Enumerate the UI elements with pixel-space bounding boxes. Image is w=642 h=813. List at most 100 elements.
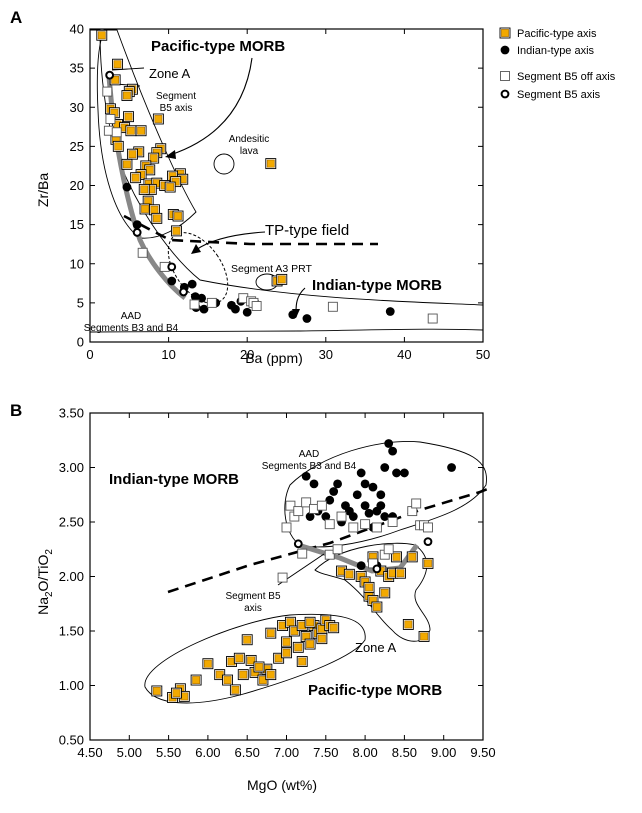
panel-b-point-indian-type-axis xyxy=(384,439,394,448)
panel-b-point-pacific-type-axis-fill xyxy=(345,570,354,579)
panel-a-point-pacific-type-axis-fill xyxy=(131,173,140,182)
panel-a-point-pacific-type-axis-fill xyxy=(150,205,159,214)
panel-a-point-pacific-type-axis-fill xyxy=(128,150,137,159)
panel-a-point-pacific-type-axis-fill xyxy=(123,160,131,169)
panel-b-xtick-label: 8.00 xyxy=(352,745,377,760)
panel-b-point-segment-b5-axis xyxy=(293,539,303,549)
panel-a-point-segment-b5-off-axis xyxy=(105,114,116,124)
panel-b-point-pacific-type-axis-fill xyxy=(408,552,417,561)
panel-b-point-pacific-type-axis-fill xyxy=(290,627,299,635)
panel-a-ytick-label: 35 xyxy=(70,61,84,76)
panel-b-ytick-label: 3.50 xyxy=(59,406,84,421)
panel-a-point-pacific-type-axis-fill xyxy=(97,31,106,40)
panel-a-point-pacific-type-axis-fill xyxy=(266,159,275,168)
panel-b-point-indian-type-axis xyxy=(333,479,342,489)
panel-b-point-indian-type-axis xyxy=(447,463,456,472)
panel-a-legend: Pacific-type axis Indian-type axis Segment… xyxy=(499,27,616,101)
legend-label-indian-type-axis: Indian-type axis xyxy=(517,45,595,57)
panel-b-points xyxy=(151,439,456,703)
panel-b-label: B xyxy=(10,401,22,420)
panel-b-point-pacific-type-axis-fill xyxy=(404,620,413,629)
panel-b-point-pacific-type-axis-fill xyxy=(365,583,373,592)
andesitic-label-line2: lava xyxy=(240,146,259,157)
panel-b-xtick-label: 5.50 xyxy=(156,745,181,760)
panel-a-point-pacific-type-axis-fill xyxy=(171,177,180,186)
panel-b-point-segment-b5-off-axis xyxy=(371,522,382,533)
panel-b-point-pacific-type-axis-fill xyxy=(424,559,432,568)
panel-b-point-pacific-type-axis-fill xyxy=(380,588,389,597)
panel-b-point-pacific-type-axis-fill xyxy=(192,676,201,684)
pacific-morb-envelope xyxy=(96,29,197,239)
panel-b-ylabel: Na2O/TiO2 xyxy=(35,549,55,615)
panel-b-point-segment-b5-off-axis xyxy=(285,500,296,511)
panel-b-point-indian-type-axis xyxy=(376,501,386,511)
panel-a-point-pacific-type-axis-fill xyxy=(154,115,163,123)
panel-b-point-indian-type-axis xyxy=(356,468,366,478)
panel-b-point-segment-b5-off-axis xyxy=(332,544,343,555)
panel-a-point-indian-type-axis xyxy=(199,304,209,314)
segment-b5-axis-leader xyxy=(111,67,145,71)
panel-a-ytick-label: 0 xyxy=(77,335,84,350)
panel-b-point-pacific-type-axis-fill xyxy=(420,632,428,641)
panel-b-point-segment-b5-off-axis xyxy=(387,517,398,527)
panel-b-xtick-label: 9.00 xyxy=(431,745,456,760)
panel-b-point-segment-b5-off-axis xyxy=(324,549,335,560)
segment-b5-label-line2-b: axis xyxy=(244,603,262,614)
panel-b-point-segment-b5-off-axis xyxy=(281,522,292,533)
tp-field-arrow xyxy=(195,231,266,251)
panel-b-point-indian-type-axis xyxy=(329,487,339,496)
panel-b-point-pacific-type-axis-fill xyxy=(204,659,212,668)
panel-a-label: A xyxy=(10,8,22,27)
panel-b-point-indian-type-axis xyxy=(321,512,331,521)
panel-a-point-indian-type-axis xyxy=(122,182,132,192)
panel-a-ytick-label: 40 xyxy=(70,22,84,37)
panel-a-point-indian-type-axis xyxy=(288,310,298,320)
pacific-morb-label-b: Pacific-type MORB xyxy=(308,682,442,699)
panel-a-xtick-label: 50 xyxy=(476,347,490,362)
panel-b-point-pacific-type-axis-fill xyxy=(298,657,307,666)
legend-label-segment-b5-off-axis: Segment B5 off axis xyxy=(517,71,616,83)
panel-a-point-segment-b5-off-axis xyxy=(102,86,113,97)
panel-a-point-pacific-type-axis-fill xyxy=(152,214,161,223)
aad-label-line1-b: AAD xyxy=(299,449,320,460)
panel-a-xlabel: Ba (ppm) xyxy=(245,350,303,366)
pacific-morb-arrowhead xyxy=(165,150,176,159)
panel-b-point-indian-type-axis xyxy=(364,508,374,518)
panel-a-xtick-label: 20 xyxy=(240,347,254,362)
panel-b-point-pacific-type-axis-fill xyxy=(274,654,283,663)
panel-b-point-pacific-type-axis-fill xyxy=(223,676,232,684)
panel-b-point-pacific-type-axis-fill xyxy=(282,648,291,657)
panel-b-point-pacific-type-axis-fill xyxy=(317,634,326,643)
panel-a-xtick-label: 0 xyxy=(86,347,93,362)
panel-a-ylabel: Zr/Ba xyxy=(35,173,51,207)
panel-b-point-indian-type-axis xyxy=(376,490,386,500)
panel-a-point-pacific-type-axis-fill xyxy=(145,165,154,174)
panel-b-point-pacific-type-axis-fill xyxy=(286,618,295,627)
legend-marker-indian-type-axis xyxy=(500,45,510,55)
panel-b-xtick-label: 4.50 xyxy=(77,745,102,760)
panel-b-axes: 4.50 5.00 5.50 6.00 6.50 7.00 7.50 8.00 8.50 9.00… xyxy=(59,406,496,761)
panel-a-point-segment-b5-axis xyxy=(179,287,188,297)
panel-a-point-pacific-type-axis-fill xyxy=(113,60,122,69)
panel-b-point-indian-type-axis xyxy=(360,501,370,511)
panel-a-point-segment-b5-off-axis xyxy=(137,247,148,258)
panel-b-point-pacific-type-axis-fill xyxy=(306,640,314,648)
tp-field-arrowhead xyxy=(191,244,201,254)
segment-b5-label-line1-b: Segment B5 xyxy=(225,591,280,602)
pacific-morb-envelope-b xyxy=(144,613,366,704)
panel-b-point-pacific-type-axis-fill xyxy=(235,654,244,663)
panel-b-point-indian-type-axis xyxy=(325,495,335,505)
panel-a-ytick-label: 25 xyxy=(70,139,84,154)
panel-a-point-indian-type-axis xyxy=(167,276,177,286)
panel-b-xtick-label: 9.50 xyxy=(470,745,495,760)
panel-a: A Pacific-type MORB Zone xyxy=(10,8,616,366)
panel-b-point-pacific-type-axis-fill xyxy=(239,670,248,679)
panel-a-ytick-label: 5 xyxy=(77,295,84,310)
panel-a-point-segment-b5-off-axis xyxy=(251,301,262,311)
panel-a-point-indian-type-axis xyxy=(187,279,197,289)
panel-b-xtick-label: 8.50 xyxy=(392,745,417,760)
legend-label-pacific-type-axis: Pacific-type axis xyxy=(517,28,597,40)
panel-a-point-pacific-type-axis-fill xyxy=(137,126,145,135)
panel-a-point-segment-b5-axis xyxy=(105,70,115,80)
